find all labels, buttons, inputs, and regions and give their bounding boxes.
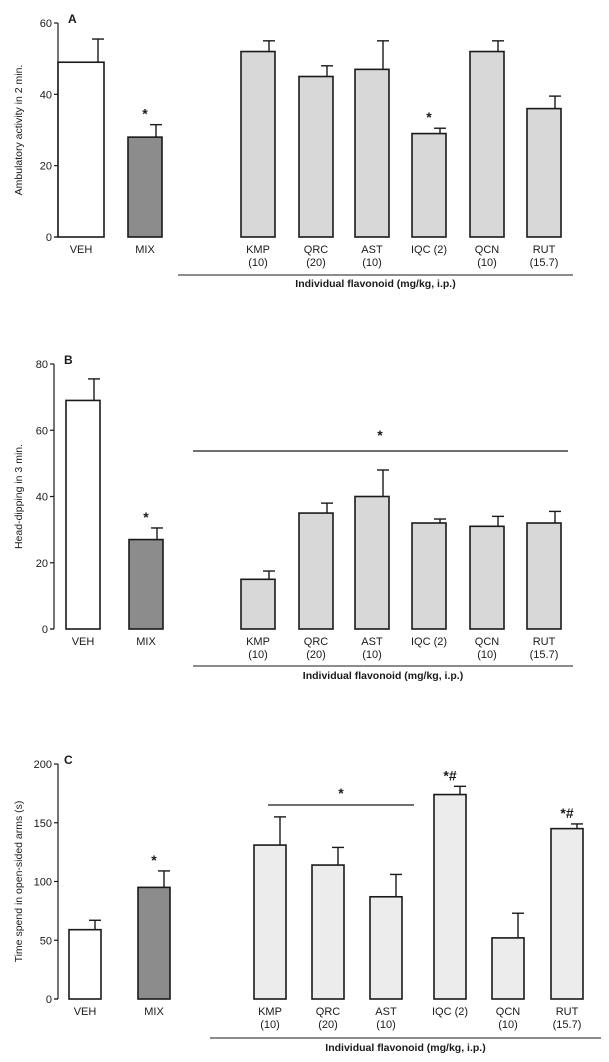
panel-b: 0 20 40 60 80 Head-dipping in 3 min. B VEH * MIX K… [13,353,573,682]
category-sublabel: (10) [362,257,382,269]
category-label: QRC [304,244,329,256]
category-label: MIX [135,244,155,256]
significance-marker: *# [443,767,456,783]
significance-marker: *# [560,805,573,821]
panel-c: 0 50 100 150 200 Time spend in open-sided arm… [13,753,601,1054]
category-label: AST [375,1006,397,1018]
bar-iqc-2- [411,132,447,238]
category-sublabel: (20) [318,1019,338,1031]
category-label: KMP [246,244,270,256]
bar-qcn [469,50,505,238]
significance-marker: * [151,852,157,868]
category-sublabel: (15.7) [530,649,559,661]
bar-mix [137,886,171,1000]
bar-ast [369,895,403,1000]
bar-iqc-2- [411,522,447,630]
significance-bar-label: * [377,427,383,443]
panel-label: A [68,12,77,26]
category-label: IQC (2) [411,244,447,256]
category-sublabel: (10) [376,1019,396,1031]
category-label: IQC (2) [411,636,447,648]
bar-qrc [298,512,334,630]
category-label: VEH [74,1006,97,1018]
bar-mix [128,538,164,630]
bar-qcn [491,937,525,1000]
category-label: VEH [72,636,95,648]
y-tick-label: 20 [40,161,52,173]
panel-a: 0 20 40 60 Ambulatory activity in 2 min. A VEH… [13,12,573,290]
bar-qcn [469,525,505,630]
bar-veh [68,928,102,1000]
y-tick-label: 20 [36,558,48,570]
group-label: Individual flavonoid (mg/kg, i.p.) [325,1042,485,1054]
panel-label: B [64,353,73,367]
y-tick-label: 40 [40,89,52,101]
significance-marker: * [426,109,432,125]
category-label: KMP [246,636,270,648]
panel-label: C [64,753,73,767]
y-tick-label: 150 [34,818,52,830]
category-sublabel: (10) [260,1019,280,1031]
category-label: RUT [533,636,556,648]
group-label: Individual flavonoid (mg/kg, i.p.) [303,670,463,682]
bar-rut [526,522,562,630]
category-sublabel: (10) [477,257,497,269]
category-sublabel: (10) [248,649,268,661]
category-label: RUT [533,244,556,256]
category-label: KMP [258,1006,282,1018]
y-axis-title: Head-dipping in 3 min. [13,444,25,549]
bar-qrc [298,75,334,238]
category-sublabel: (10) [248,257,268,269]
bar-veh [65,399,101,630]
bar-kmp [240,50,276,238]
category-label: MIX [136,636,156,648]
y-tick-label: 80 [36,359,48,371]
y-tick-label: 100 [34,877,52,889]
bar-veh [57,61,105,238]
y-tick-label: 50 [40,935,52,947]
bar-rut [550,827,584,1000]
category-label: QRC [304,636,329,648]
category-sublabel: (10) [498,1019,518,1031]
bar-mix [127,136,163,238]
bar-iqc-2- [433,793,467,1000]
category-label: VEH [70,244,93,256]
category-sublabel: (20) [306,257,326,269]
category-label: QCN [475,636,500,648]
category-sublabel: (15.7) [530,257,559,269]
category-sublabel: (10) [477,649,497,661]
bar-kmp [240,578,276,630]
category-label: AST [361,636,383,648]
category-label: MIX [144,1006,164,1018]
y-axis-title: Ambulatory activity in 2 min. [13,65,25,196]
bar-kmp [253,844,287,1000]
bar-rut [526,107,562,238]
bar-qrc [311,864,345,1000]
bar-ast [354,68,390,238]
y-tick-label: 40 [36,492,48,504]
bar-ast [354,495,390,630]
category-sublabel: (10) [362,649,382,661]
category-label: QRC [316,1006,341,1018]
y-tick-label: 60 [40,18,52,30]
category-label: QCN [475,244,500,256]
y-tick-label: 60 [36,425,48,437]
y-tick-label: 0 [46,994,52,1006]
category-sublabel: (15.7) [553,1019,582,1031]
y-tick-label: 0 [46,232,52,244]
group-label: Individual flavonoid (mg/kg, i.p.) [295,278,455,290]
category-label: AST [361,244,383,256]
category-label: RUT [556,1006,579,1018]
significance-marker: * [142,106,148,122]
y-tick-label: 200 [34,759,52,771]
category-label: QCN [496,1006,521,1018]
y-tick-label: 0 [42,624,48,636]
significance-marker: * [143,509,149,525]
category-label: IQC (2) [432,1006,468,1018]
significance-bar-label: * [338,785,344,801]
category-sublabel: (20) [306,649,326,661]
y-axis-title: Time spend in open-sided arms (s) [13,801,25,963]
